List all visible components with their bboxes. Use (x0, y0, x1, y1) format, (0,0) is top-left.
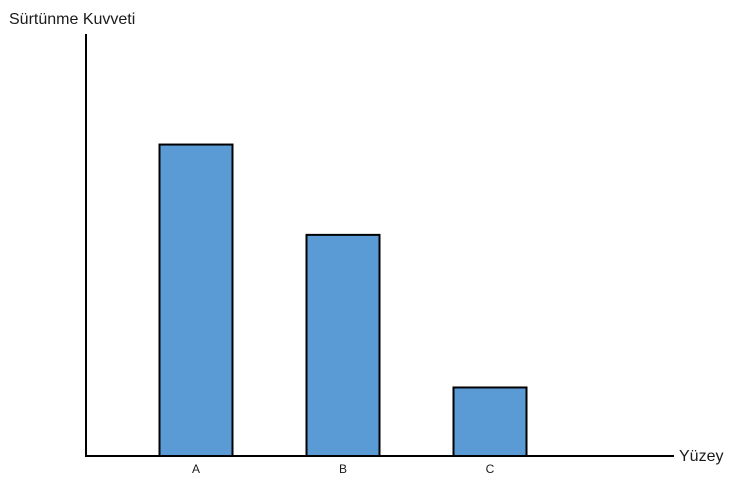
x-tick-labels: A B C (192, 462, 495, 476)
x-tick-label-b: B (339, 462, 347, 476)
bars-group (158, 143, 528, 458)
bar-a (158, 143, 234, 457)
bar-b (305, 233, 381, 457)
y-axis-title: Sürtünme Kuvveti (9, 11, 135, 28)
x-tick-label-c: C (486, 462, 495, 476)
x-axis-title: Yüzey (679, 448, 723, 465)
bar-c (452, 386, 528, 458)
x-tick-label-a: A (192, 462, 200, 476)
